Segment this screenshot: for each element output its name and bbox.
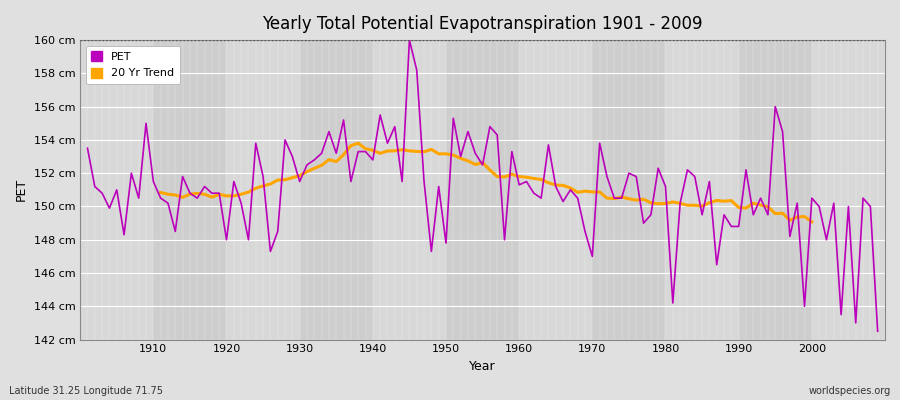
Bar	[300, 40, 373, 340]
Legend: PET, 20 Yr Trend: PET, 20 Yr Trend	[86, 46, 180, 84]
Bar	[519, 40, 592, 340]
Y-axis label: PET: PET	[15, 178, 28, 202]
Bar	[812, 40, 885, 340]
Bar	[739, 40, 812, 340]
Bar	[153, 40, 227, 340]
Title: Yearly Total Potential Evapotranspiration 1901 - 2009: Yearly Total Potential Evapotranspiratio…	[262, 15, 703, 33]
Bar	[373, 40, 446, 340]
Bar	[592, 40, 665, 340]
Bar	[665, 40, 739, 340]
Text: Latitude 31.25 Longitude 71.75: Latitude 31.25 Longitude 71.75	[9, 386, 163, 396]
Bar	[87, 40, 153, 340]
X-axis label: Year: Year	[469, 360, 496, 373]
Text: worldspecies.org: worldspecies.org	[809, 386, 891, 396]
Bar	[227, 40, 300, 340]
Bar	[446, 40, 519, 340]
